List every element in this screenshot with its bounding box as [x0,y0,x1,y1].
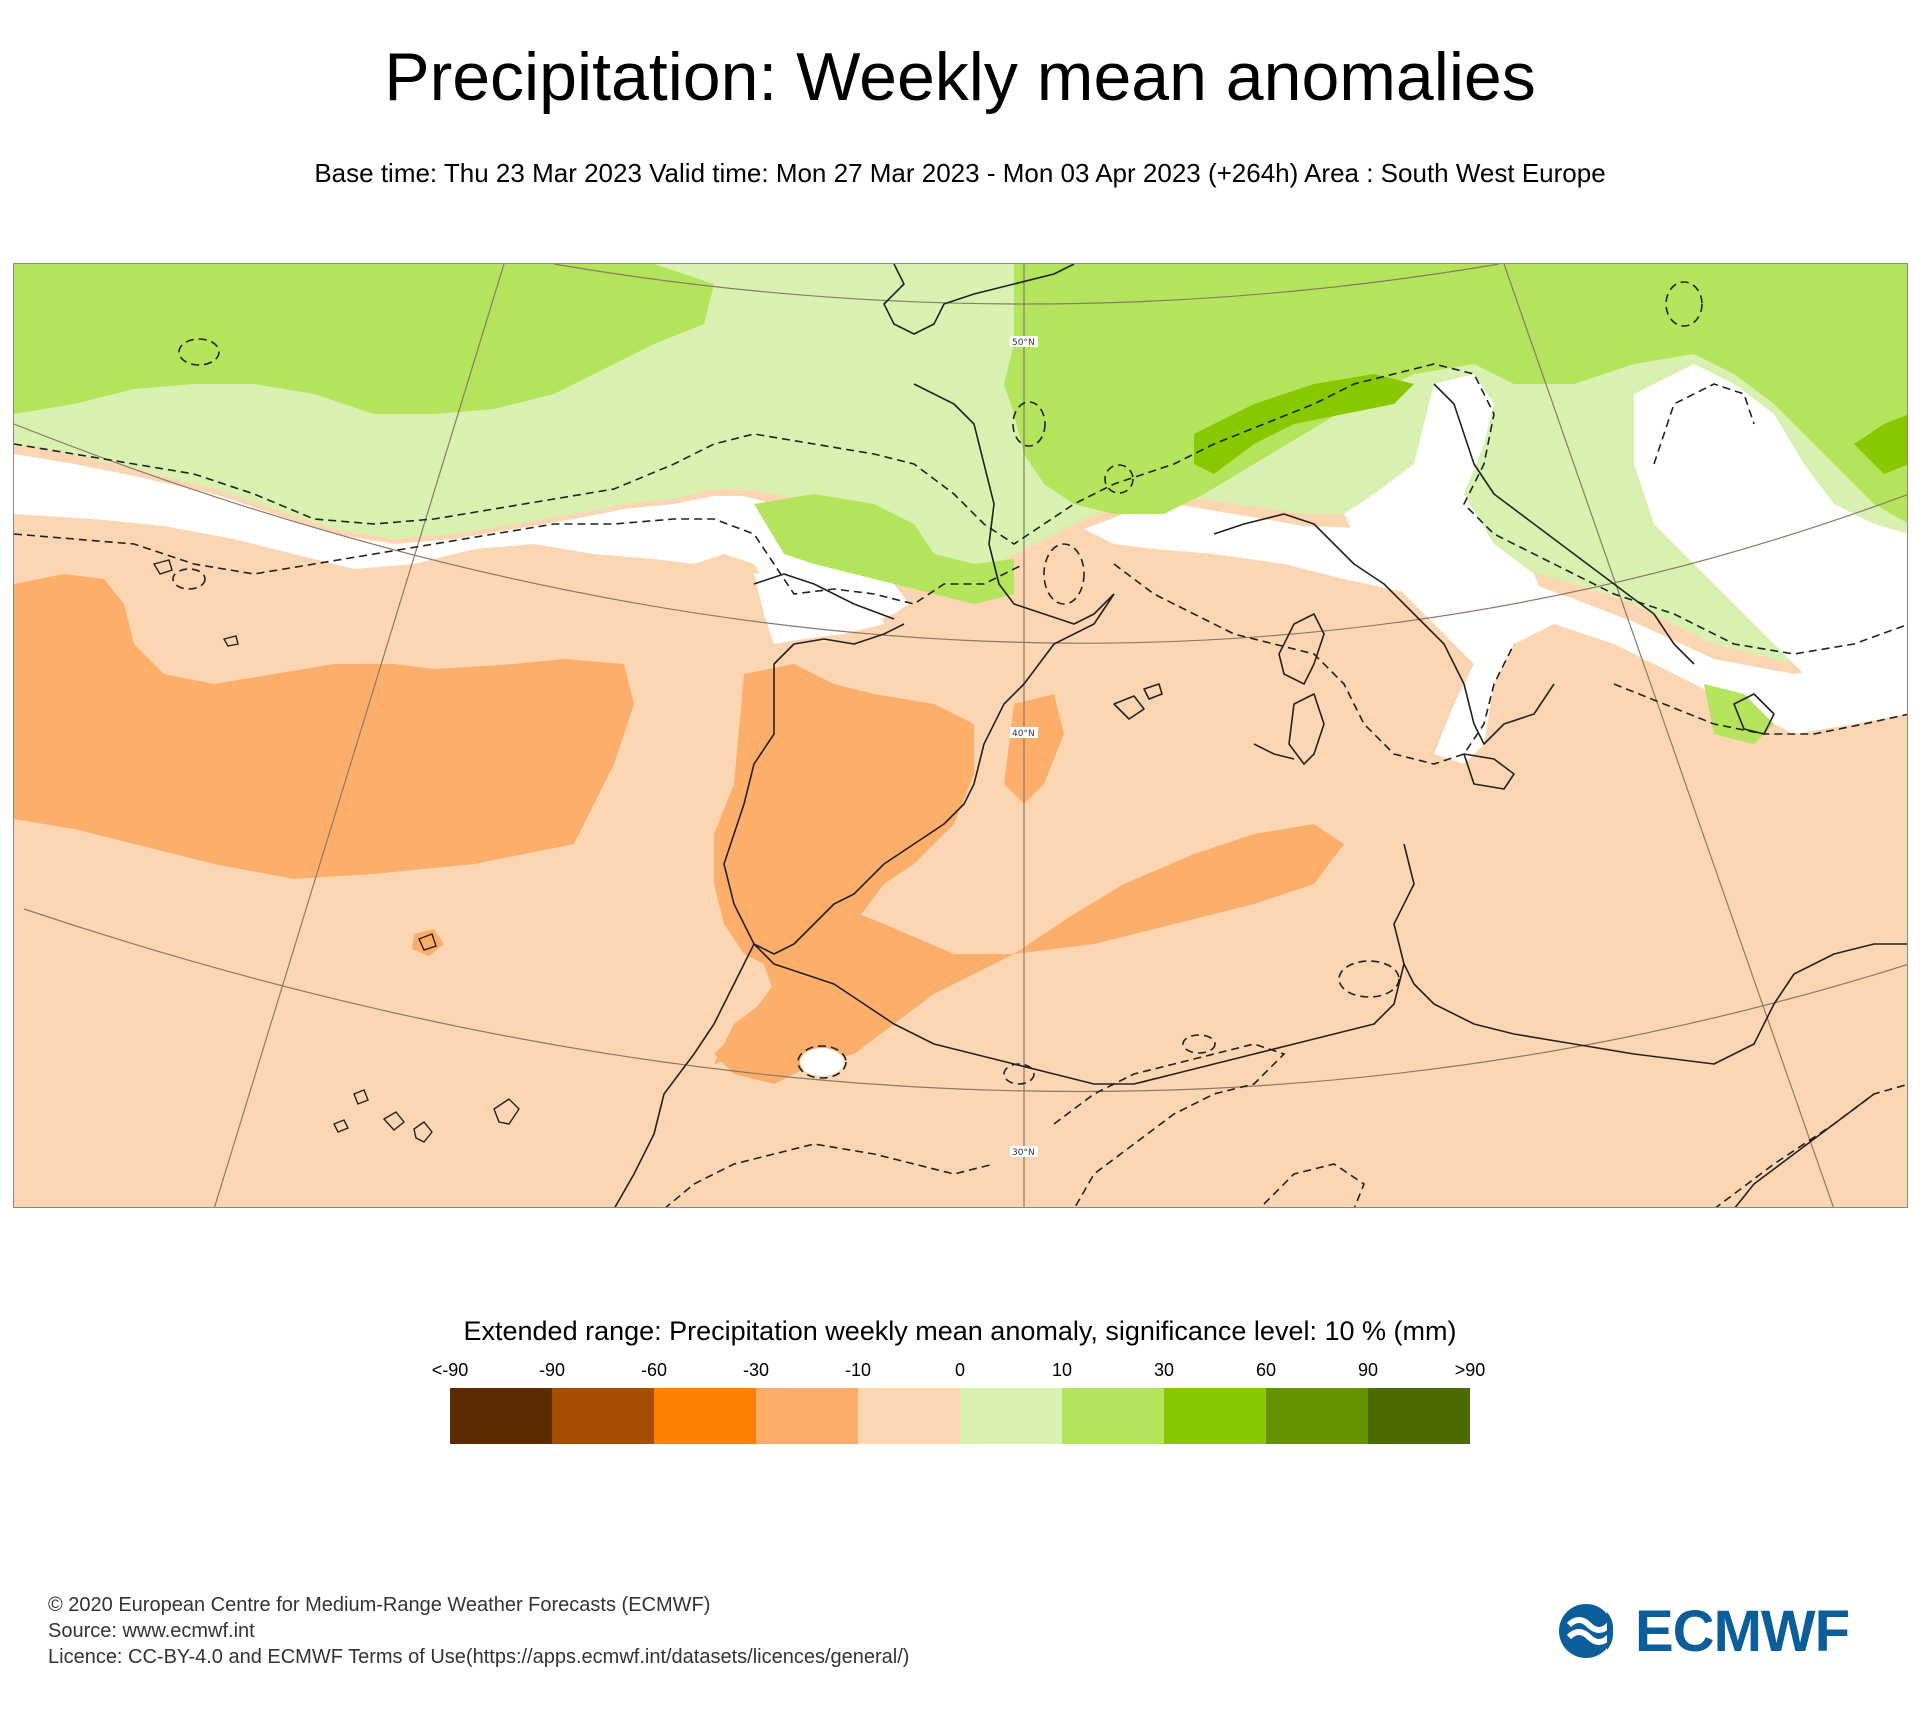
lat-label-30: 30°N [1012,1148,1035,1158]
green-area-greece [1704,684,1774,744]
dry-area-morocco [714,824,1344,1084]
graticule [14,264,1907,1207]
ecmwf-logo-text: ECMWF [1635,1598,1850,1664]
medium-green-east [1854,414,1907,474]
dry-area-atlantic [14,574,634,879]
neutral-white-balkans [1634,364,1907,694]
legend-swatch [858,1388,960,1444]
legend-swatch [552,1388,654,1444]
legend-swatch [654,1388,756,1444]
legend-swatch [450,1388,552,1444]
legend-tick: 0 [954,1360,966,1380]
source-text: Source: www.ecmwf.int [48,1620,255,1642]
legend-tick: -60 [640,1360,668,1380]
anomaly-map: 50°N 40°N 30°N [13,263,1908,1208]
legend-swatch [1368,1388,1470,1444]
chart-title: Precipitation: Weekly mean anomalies [384,39,1536,115]
footer: © 2020 European Centre for Medium-Range … [48,1592,909,1670]
neutral-spot-morocco [800,1048,844,1076]
legend-tick: -90 [538,1360,566,1380]
latitude-labels: 50°N 40°N 30°N [1010,336,1038,1158]
legend-swatch [1266,1388,1368,1444]
map-svg: 50°N 40°N 30°N [14,264,1907,1207]
legend-title: Extended range: Precipitation weekly mea… [463,1316,1457,1346]
legend-tick: -10 [844,1360,872,1380]
green-area-northwest [14,264,714,414]
lat-label-40: 40°N [1012,729,1035,739]
legend-tick: >90 [1454,1360,1486,1380]
licence-text: Licence: CC-BY-4.0 and ECMWF Terms of Us… [48,1646,910,1668]
legend-tick: -30 [742,1360,770,1380]
legend-tick: <-90 [431,1360,469,1380]
neutral-white-band [14,454,909,634]
medium-green-alps [1194,374,1414,474]
legend-swatch [1164,1388,1266,1444]
legend-tick: 90 [1357,1360,1379,1380]
neutral-white-east [1084,504,1907,734]
legend-swatch [756,1388,858,1444]
legend-color-bar [450,1388,1470,1444]
legend-tick: 30 [1153,1360,1175,1380]
copyright-text: © 2020 European Centre for Medium-Range … [48,1594,711,1616]
legend-tick: 10 [1051,1360,1073,1380]
dry-area-east-iberia [1004,694,1064,804]
legend-ticks: <-90 -90 -60 -30 -10 0 10 30 60 90 >90 [0,1360,1920,1384]
legend-swatch [1062,1388,1164,1444]
legend-tick: 60 [1255,1360,1277,1380]
ecmwf-logo-icon [1559,1604,1629,1658]
lat-label-50: 50°N [1012,338,1035,348]
significance-contours [14,281,1907,1207]
ecmwf-logo: ECMWF [1555,1598,1875,1664]
legend-swatch [960,1388,1062,1444]
dry-area-azores [412,929,444,956]
neutral-white-italy [1344,374,1554,764]
chart-subtitle: Base time: Thu 23 Mar 2023 Valid time: M… [314,158,1606,188]
green-area-france [754,494,1014,604]
islands [152,559,520,1143]
